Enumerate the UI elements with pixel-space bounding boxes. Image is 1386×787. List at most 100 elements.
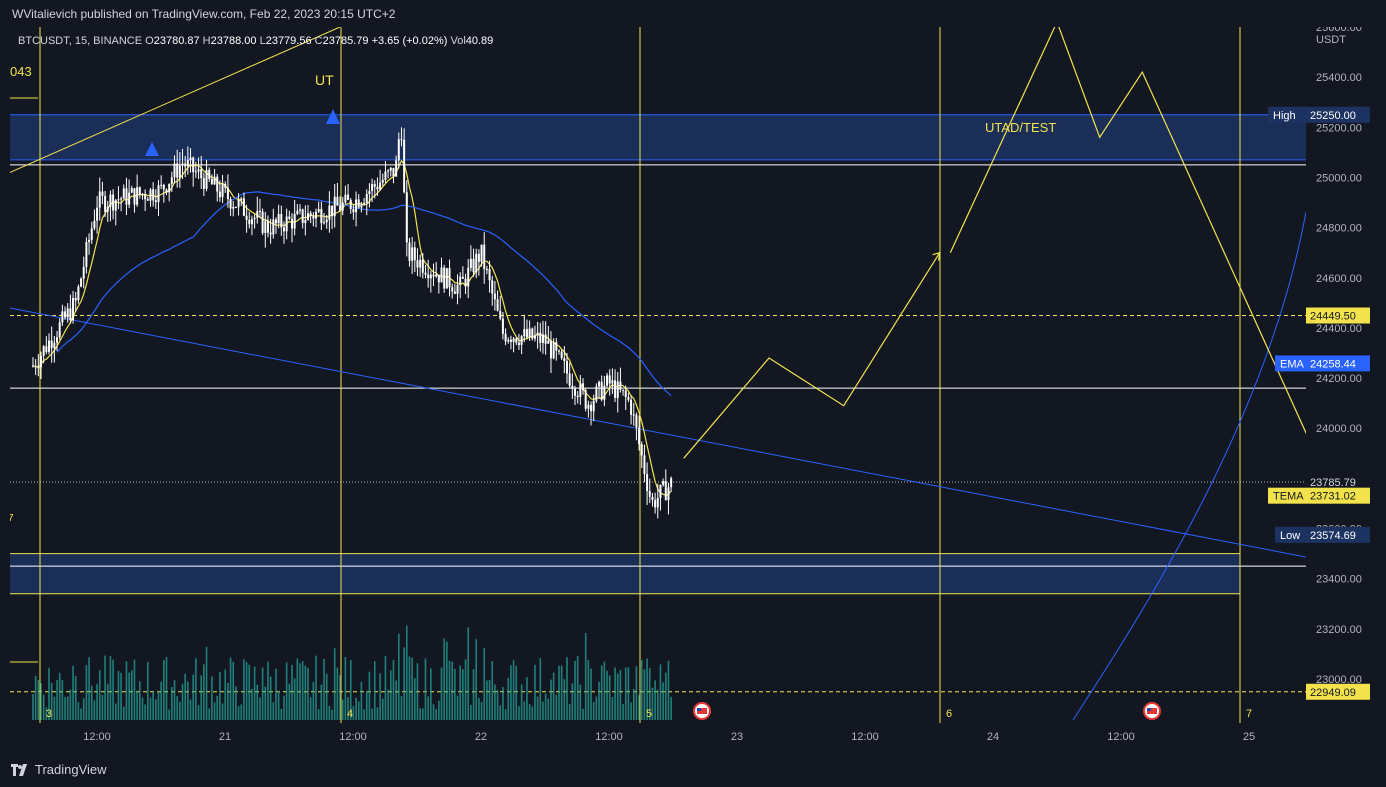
volume-bar xyxy=(339,675,341,720)
volume-bar xyxy=(117,670,120,720)
price-tick-label: 24800.00 xyxy=(1316,223,1362,235)
volume-bar xyxy=(88,657,90,720)
candle xyxy=(101,181,104,205)
volume-bar xyxy=(440,667,443,720)
volume-bar xyxy=(53,696,56,720)
volume-bar xyxy=(357,701,360,720)
volume-bar xyxy=(486,680,488,720)
volume-bar xyxy=(208,708,211,720)
candle xyxy=(520,334,523,355)
symbol-label[interactable]: BTCUSDT, 15, BINANCE xyxy=(18,35,143,47)
candle xyxy=(624,385,627,411)
time-tick-label: 12:00 xyxy=(339,731,367,743)
candle xyxy=(77,284,80,304)
volume-bar xyxy=(389,670,392,720)
volume-bar xyxy=(235,686,237,720)
volume-bar xyxy=(328,705,331,720)
us-event-flag-icon xyxy=(1143,702,1161,720)
svg-text:23785.79: 23785.79 xyxy=(1310,477,1356,489)
volume-bar xyxy=(48,667,50,720)
candle xyxy=(488,260,491,293)
volume-bar xyxy=(240,704,243,720)
candle xyxy=(357,194,360,209)
price-tag-High: 25250.00 xyxy=(1306,106,1370,123)
svg-text:23574.69: 23574.69 xyxy=(1310,530,1356,542)
volume-bar xyxy=(347,697,349,720)
candle xyxy=(651,492,654,507)
price-axis[interactable]: USDT 25600.00 25400.00 25200.00 25000.00 248… xyxy=(1306,27,1386,723)
candle xyxy=(189,148,192,173)
candle xyxy=(37,353,40,377)
candle xyxy=(210,174,213,185)
volume-bar xyxy=(152,690,154,720)
volume-bar xyxy=(462,669,464,720)
volume-bar xyxy=(416,663,419,720)
volume-bar xyxy=(133,659,136,720)
volume-bar xyxy=(344,657,347,720)
candle xyxy=(274,217,277,234)
volume-bar xyxy=(443,638,445,720)
volume-bar xyxy=(550,679,552,720)
candle xyxy=(200,155,203,189)
candle xyxy=(389,166,392,177)
candle xyxy=(448,259,451,297)
candle xyxy=(213,168,216,185)
candle xyxy=(413,241,416,273)
volume-bar xyxy=(120,672,122,720)
candle xyxy=(173,155,176,184)
price-tick-label: 24200.00 xyxy=(1316,373,1362,385)
time-tick-label: 21 xyxy=(219,731,231,743)
volume-bar xyxy=(355,697,357,720)
volume-bar xyxy=(227,682,229,720)
candle xyxy=(122,184,125,199)
volume-bar xyxy=(430,668,432,720)
candle xyxy=(323,212,326,225)
cycle-number-1: 4 xyxy=(347,708,353,720)
candle xyxy=(117,186,120,210)
volume-bar xyxy=(531,706,534,720)
volume-bar xyxy=(611,696,614,720)
volume-bar xyxy=(221,703,224,720)
signal-triangle-1 xyxy=(145,142,159,156)
candle xyxy=(405,180,408,257)
tradingview-logo[interactable]: TradingView xyxy=(11,762,107,777)
candle xyxy=(69,294,72,324)
candle xyxy=(635,412,638,441)
volume-bar xyxy=(34,675,37,720)
price-chart[interactable]: 3 4 5 6 7 UT UTAD/TEST 043 7 High EMA TEMA Low xyxy=(10,27,1306,723)
candle xyxy=(64,306,67,320)
time-axis[interactable]: 12:00 21 12:00 22 12:00 23 12:00 24 12:00 25 xyxy=(10,723,1306,753)
volume-bar xyxy=(504,709,507,720)
candle xyxy=(614,369,617,403)
candle xyxy=(549,331,552,374)
ema-line xyxy=(56,191,672,397)
candle xyxy=(234,206,237,209)
volume-bar xyxy=(315,655,317,720)
svg-text:EMA: EMA xyxy=(1280,358,1305,370)
volume-bar xyxy=(526,677,528,720)
candle xyxy=(98,177,101,221)
candle xyxy=(168,183,171,202)
utad-label: UTAD/TEST xyxy=(985,120,1056,135)
price-tick-label: 25200.00 xyxy=(1316,122,1362,134)
candle xyxy=(162,183,165,203)
chart-frame[interactable]: 3 4 5 6 7 UT UTAD/TEST 043 7 High EMA TEMA Low xyxy=(10,27,1306,723)
volume-bar xyxy=(179,701,181,720)
candle xyxy=(576,391,579,404)
candle xyxy=(611,368,614,394)
volume-bar xyxy=(419,708,421,720)
volume-bar xyxy=(40,683,42,720)
volume-bar xyxy=(312,681,315,720)
candle xyxy=(662,478,665,487)
candle xyxy=(566,353,568,384)
volume-bar xyxy=(376,707,379,720)
candle xyxy=(266,215,269,238)
volume-bar xyxy=(112,659,114,720)
candle xyxy=(638,415,641,451)
candle xyxy=(437,274,440,294)
volume-bar xyxy=(640,660,643,720)
volume-bar xyxy=(568,704,571,720)
projection-arrow-head xyxy=(932,251,941,261)
candle xyxy=(125,177,128,216)
volume-bar xyxy=(219,672,221,720)
